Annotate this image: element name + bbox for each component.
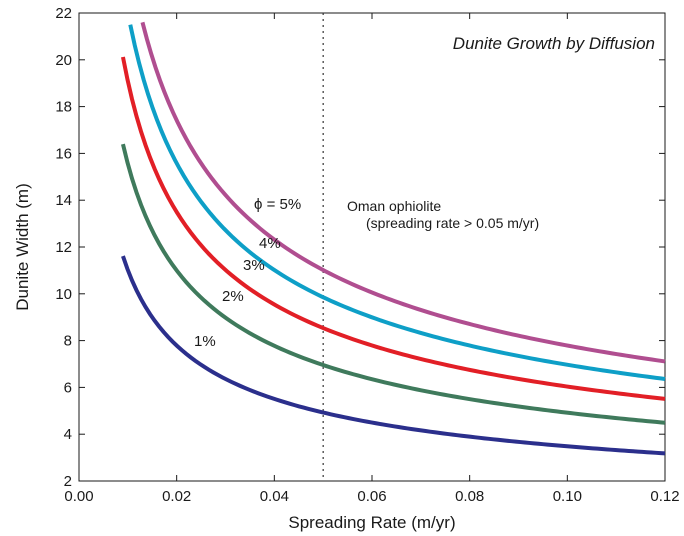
y-axis-label: Dunite Width (m) [13,183,32,311]
y-tick-label: 14 [55,192,72,209]
x-tick-label: 0.06 [357,488,386,505]
series-line-4 [128,24,666,381]
x-tick-label: 0.02 [162,488,191,505]
curve-series [120,21,666,456]
axis-ticks [78,12,666,482]
curve-label-4pct: 4% [259,235,281,252]
annotation-line2: (spreading rate > 0.05 m/yr) [366,215,539,231]
y-tick-label: 16 [55,145,72,162]
curve-label-1pct: 1% [194,333,216,350]
series-line-5 [140,21,666,364]
x-tick-label: 0.00 [64,488,93,505]
curve-label-5pct: ϕ = 5% [254,196,301,213]
x-tick-label: 0.12 [650,488,679,505]
y-tick-label: 6 [64,379,72,396]
y-tick-label: 12 [55,239,72,256]
series-line-3 [120,56,666,401]
y-tick-label: 2 [64,473,72,490]
chart-title: Dunite Growth by Diffusion [453,34,655,53]
curve-label-2pct: 2% [222,288,244,305]
y-tick-label: 22 [55,5,72,22]
x-axis-label: Spreading Rate (m/yr) [288,513,455,532]
y-tick-label: 8 [64,333,72,350]
y-tick-label: 10 [55,286,72,303]
axis-tick-labels: 0.00 0.02 0.04 0.06 0.08 0.10 0.12 2 4 6 8 10 12 14 16… [55,5,679,505]
x-tick-label: 0.08 [455,488,484,505]
y-tick-label: 20 [55,52,72,69]
x-tick-label: 0.10 [553,488,582,505]
annotation-line1: Oman ophiolite [347,198,441,214]
y-tick-label: 18 [55,99,72,116]
plot-frame [78,12,666,482]
series-line-2 [121,143,666,425]
curve-label-3pct: 3% [243,257,265,274]
series-line-1 [121,255,666,456]
x-tick-label: 0.04 [260,488,289,505]
y-tick-label: 4 [64,426,72,443]
